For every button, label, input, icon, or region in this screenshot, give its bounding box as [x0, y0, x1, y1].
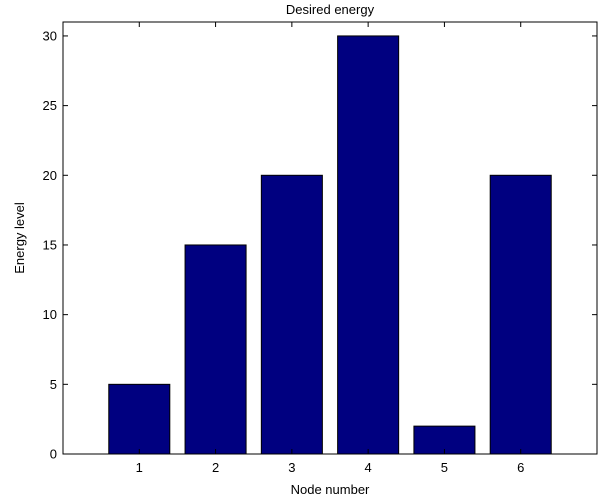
- y-tick-label: 20: [43, 168, 57, 183]
- y-axis-title: Energy level: [12, 202, 27, 274]
- plot-frame: [62, 21, 598, 455]
- bar-node-2: [184, 244, 247, 455]
- x-tick-label: 2: [212, 460, 219, 475]
- y-axis: 0 5 10 15 20 25 30: [43, 28, 597, 462]
- x-tick-label: 4: [365, 460, 372, 475]
- y-tick-label: 15: [43, 237, 57, 252]
- bar-node-6: [489, 174, 552, 455]
- bar-node-4: [337, 35, 400, 455]
- y-tick-label: 30: [43, 28, 57, 43]
- x-tick-label: 3: [288, 460, 295, 475]
- x-tick-label: 6: [517, 460, 524, 475]
- x-tick-label: 1: [136, 460, 143, 475]
- y-tick-label: 5: [50, 377, 57, 392]
- y-tick-label: 10: [43, 307, 57, 322]
- x-axis-title: Node number: [291, 482, 370, 497]
- y-tick-label: 25: [43, 98, 57, 113]
- y-tick-label: 0: [50, 447, 57, 462]
- bar-node-3: [260, 174, 323, 455]
- chart-title: Desired energy: [286, 2, 375, 17]
- bars-group: [108, 35, 552, 455]
- x-axis: 1 2 3 4 5 6: [136, 22, 524, 475]
- x-tick-label: 5: [441, 460, 448, 475]
- bar-node-1: [108, 383, 171, 455]
